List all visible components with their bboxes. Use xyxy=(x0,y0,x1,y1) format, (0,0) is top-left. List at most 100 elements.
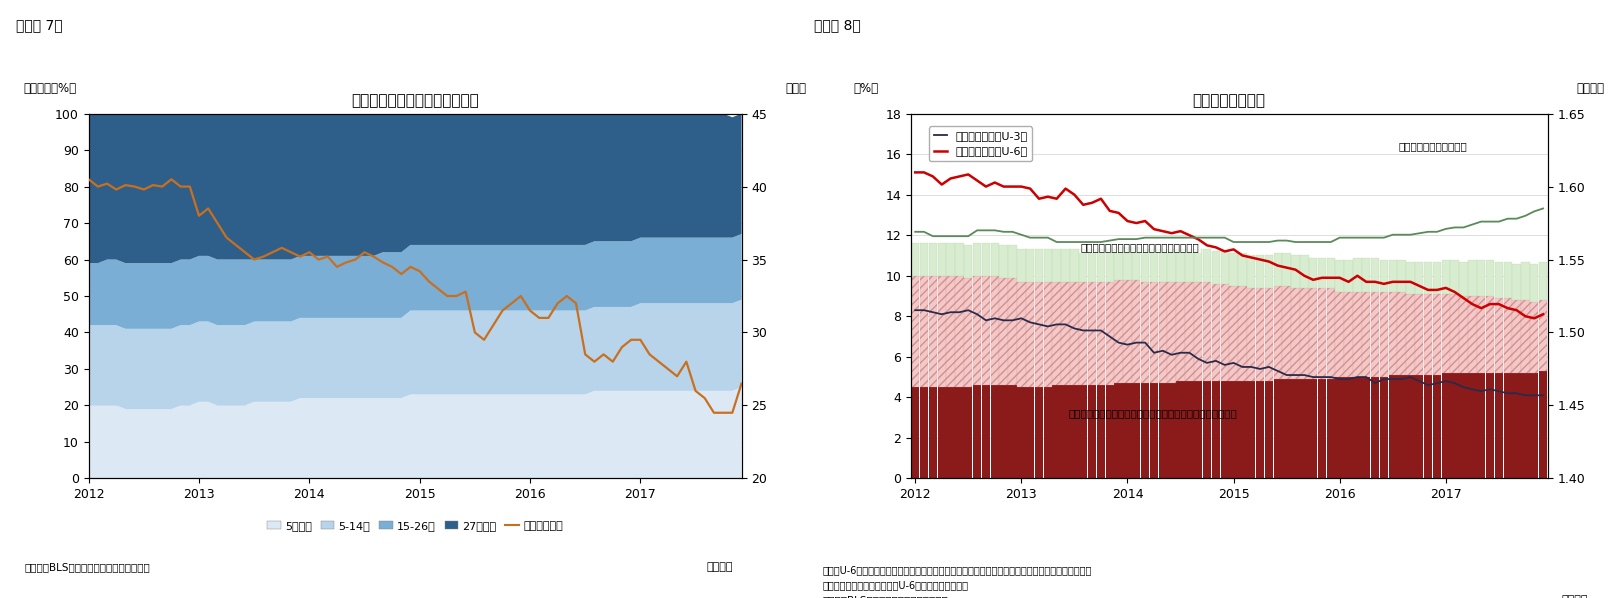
Bar xyxy=(1283,286,1291,379)
Bar xyxy=(1185,249,1193,282)
Bar xyxy=(1327,379,1335,478)
Bar xyxy=(1362,258,1370,292)
Bar xyxy=(1504,261,1512,298)
Bar xyxy=(1159,383,1167,478)
Bar xyxy=(1008,385,1017,478)
Text: （月次）: （月次） xyxy=(708,562,733,572)
Bar xyxy=(1203,282,1211,381)
Bar xyxy=(1380,292,1388,377)
Bar xyxy=(1220,251,1228,284)
Bar xyxy=(1035,249,1043,282)
Bar xyxy=(1008,277,1017,385)
Bar xyxy=(1469,296,1477,373)
Text: 周辺労働力人口（右軸）: 周辺労働力人口（右軸） xyxy=(1399,142,1467,151)
Bar xyxy=(1248,288,1256,381)
Bar xyxy=(1106,385,1114,478)
Bar xyxy=(1530,302,1538,373)
Bar xyxy=(1212,284,1220,381)
Bar xyxy=(1043,282,1053,388)
Bar xyxy=(1327,288,1335,379)
Bar xyxy=(1185,282,1193,381)
Bar xyxy=(1433,375,1441,478)
Bar xyxy=(1352,292,1362,377)
Bar xyxy=(1124,248,1132,280)
Bar xyxy=(982,243,990,276)
Bar xyxy=(946,243,954,276)
Bar xyxy=(1132,383,1141,478)
Bar xyxy=(1088,249,1096,282)
Bar xyxy=(1406,375,1415,478)
Bar xyxy=(1017,388,1025,478)
Bar xyxy=(1370,258,1380,292)
Bar xyxy=(1291,288,1299,379)
Title: 広義失業率の推移: 広義失業率の推移 xyxy=(1193,93,1265,108)
Bar xyxy=(1203,381,1211,478)
Bar xyxy=(1459,373,1467,478)
Bar xyxy=(920,276,929,388)
Bar xyxy=(1317,288,1327,379)
Bar xyxy=(1423,294,1433,375)
Bar xyxy=(1362,292,1370,377)
Bar xyxy=(1469,260,1477,296)
Bar xyxy=(1441,260,1451,294)
Bar xyxy=(1194,249,1203,282)
Bar xyxy=(1238,381,1246,478)
Bar xyxy=(911,243,919,276)
Bar xyxy=(1459,296,1467,373)
Text: （シェア、%）: （シェア、%） xyxy=(23,83,76,95)
Bar xyxy=(938,388,946,478)
Bar xyxy=(1194,282,1203,381)
Bar xyxy=(1141,282,1149,383)
Bar xyxy=(929,388,937,478)
Bar xyxy=(1177,249,1185,282)
Bar xyxy=(1423,375,1433,478)
Bar xyxy=(1398,260,1406,292)
Bar xyxy=(1149,282,1157,383)
Bar xyxy=(1451,260,1459,294)
Text: （資料）BLSよりニッセイ基礎研究所作成: （資料）BLSよりニッセイ基礎研究所作成 xyxy=(822,595,948,598)
Bar xyxy=(1352,377,1362,478)
Bar xyxy=(1167,249,1175,282)
Bar xyxy=(1070,249,1078,282)
Bar xyxy=(1512,373,1520,478)
Bar xyxy=(1114,248,1124,280)
Bar xyxy=(991,276,999,385)
Bar xyxy=(1317,379,1327,478)
Bar xyxy=(1451,294,1459,373)
Bar xyxy=(982,276,990,385)
Bar xyxy=(946,276,954,388)
Bar xyxy=(1539,371,1548,478)
Bar xyxy=(1477,373,1485,478)
Bar xyxy=(1177,381,1185,478)
Bar xyxy=(1494,373,1502,478)
Bar xyxy=(956,243,964,276)
Bar xyxy=(956,388,964,478)
Bar xyxy=(1035,282,1043,388)
Bar xyxy=(974,385,982,478)
Bar xyxy=(1061,249,1070,282)
Bar xyxy=(1238,254,1246,286)
Bar xyxy=(956,276,964,388)
Bar xyxy=(1301,255,1309,288)
Legend: 通常の失業率（U-3）, 広義の失業率（U-6）: 通常の失業率（U-3）, 広義の失業率（U-6） xyxy=(929,126,1032,161)
Bar xyxy=(1159,249,1167,282)
Bar xyxy=(1362,377,1370,478)
Bar xyxy=(1203,249,1211,282)
Bar xyxy=(1388,375,1398,478)
Bar xyxy=(1530,264,1538,302)
Bar xyxy=(1230,381,1238,478)
Bar xyxy=(1370,377,1380,478)
Bar xyxy=(1352,258,1362,292)
Bar xyxy=(1025,282,1035,388)
Bar xyxy=(964,277,972,388)
Bar xyxy=(1248,381,1256,478)
Text: 経済的理由によるパートタイマー（右軸）: 経済的理由によるパートタイマー（右軸） xyxy=(1080,242,1199,252)
Bar xyxy=(1096,385,1106,478)
Bar xyxy=(1344,377,1352,478)
Bar xyxy=(1317,258,1327,288)
Bar xyxy=(1441,373,1451,478)
Bar xyxy=(1423,261,1433,294)
Bar xyxy=(1344,292,1352,377)
Bar xyxy=(1149,383,1157,478)
Bar xyxy=(991,385,999,478)
